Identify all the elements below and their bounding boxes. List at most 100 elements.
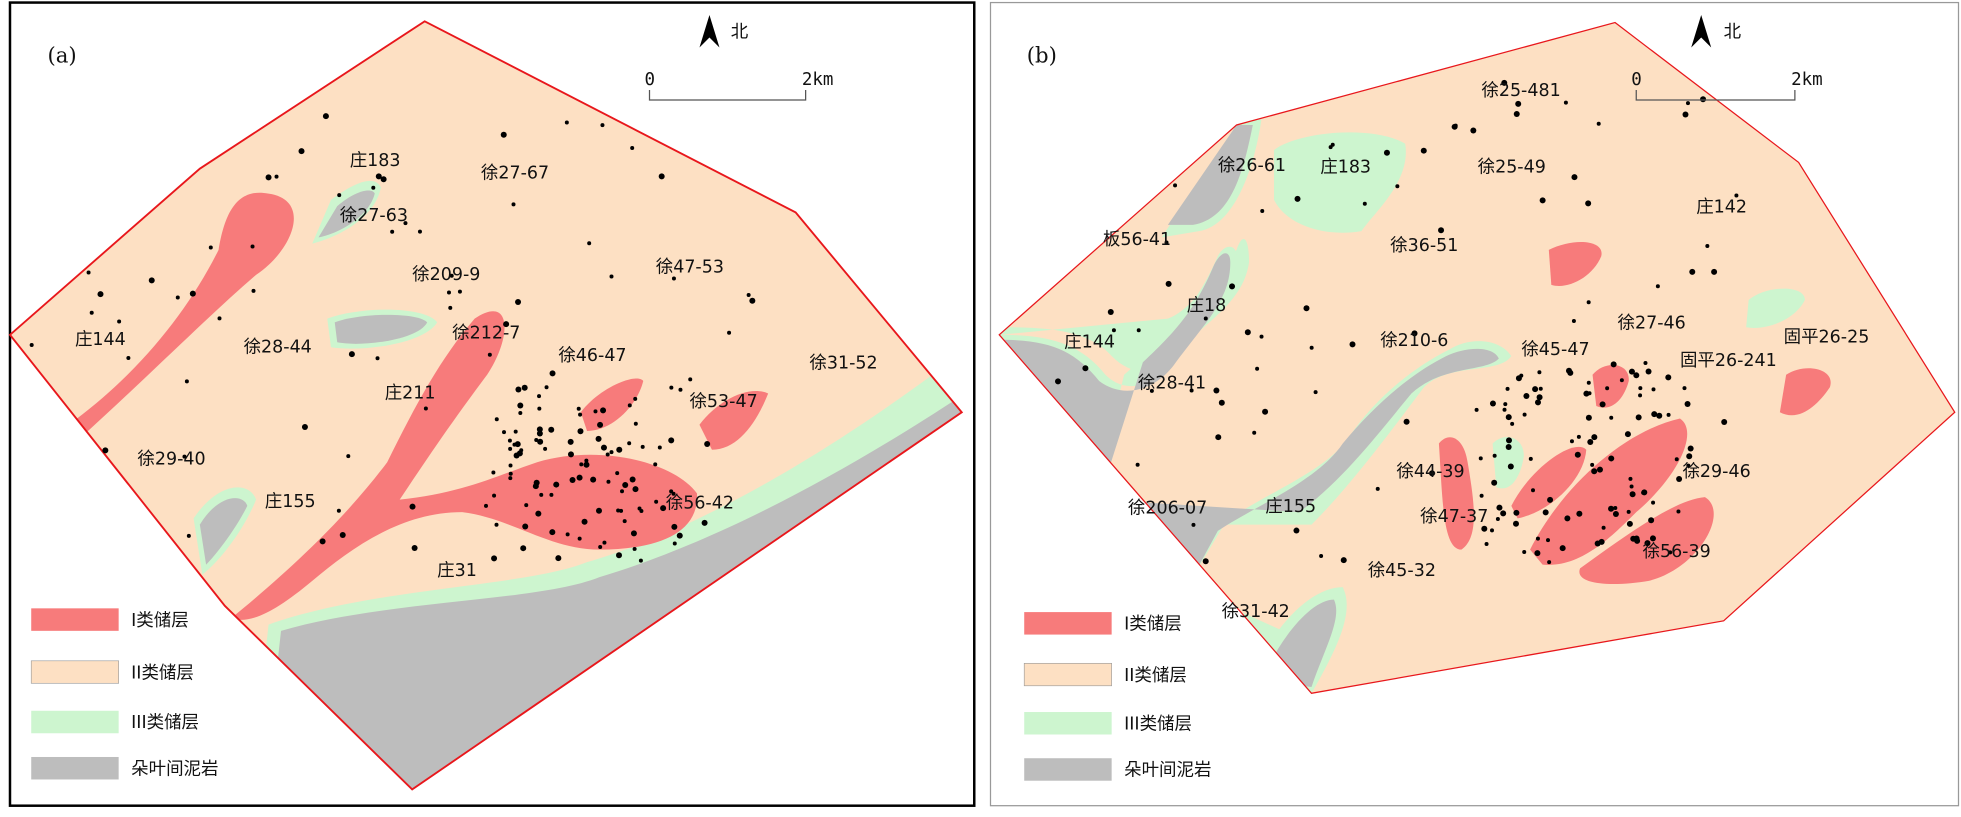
class1-body bbox=[68, 192, 294, 438]
study-area-boundary bbox=[8, 20, 964, 791]
well-dot bbox=[657, 445, 662, 450]
well-label: 庄155 bbox=[265, 492, 316, 512]
well-dot bbox=[1451, 123, 1458, 130]
well-dot bbox=[1490, 528, 1495, 533]
well-dot bbox=[1505, 444, 1512, 451]
well-label: 庄183 bbox=[1320, 157, 1371, 177]
well-dot bbox=[1082, 365, 1089, 372]
well-dot bbox=[1612, 511, 1619, 518]
well-dot bbox=[1587, 438, 1594, 445]
well-dot bbox=[1571, 319, 1576, 324]
well-dot bbox=[503, 321, 510, 328]
well-dot bbox=[532, 483, 539, 490]
well-dot bbox=[1496, 504, 1503, 511]
well-dot bbox=[1362, 201, 1367, 206]
well-dot bbox=[1309, 345, 1314, 350]
well-dot bbox=[1596, 466, 1603, 473]
well-dot bbox=[1478, 456, 1483, 461]
well-dot bbox=[1319, 553, 1324, 558]
well-label: 徐27-63 bbox=[340, 206, 408, 226]
well-dot bbox=[1700, 96, 1707, 103]
well-dot bbox=[1674, 457, 1679, 462]
well-dot bbox=[518, 410, 523, 415]
well-dot bbox=[1189, 388, 1194, 393]
well-dot bbox=[514, 441, 521, 448]
well-dot bbox=[1513, 110, 1520, 117]
legend-swatch-class3 bbox=[1024, 712, 1112, 735]
well-dot bbox=[1651, 411, 1658, 418]
well-dot bbox=[688, 377, 693, 382]
well-dot bbox=[1202, 558, 1209, 565]
well-dot bbox=[627, 441, 632, 446]
well-dot bbox=[1655, 284, 1660, 289]
well-dot bbox=[1682, 111, 1689, 118]
well-dot bbox=[619, 508, 624, 513]
well-dot bbox=[1574, 451, 1581, 458]
well-dot bbox=[1591, 468, 1598, 475]
well-label: 徐27-67 bbox=[481, 164, 549, 184]
well-dot bbox=[1489, 400, 1496, 407]
well-label: 徐44-39 bbox=[1396, 462, 1464, 482]
well-dot bbox=[348, 351, 355, 358]
well-dot bbox=[1559, 545, 1566, 552]
well-dot bbox=[1259, 334, 1264, 339]
well-dot bbox=[676, 532, 683, 539]
well-label: 庄183 bbox=[350, 151, 401, 171]
scale-zero: 0 bbox=[1631, 70, 1642, 90]
well-dot bbox=[1547, 496, 1554, 503]
well-dot bbox=[1586, 300, 1591, 305]
well-dot bbox=[704, 441, 711, 448]
well-dot bbox=[555, 555, 562, 562]
well-dot bbox=[1689, 268, 1696, 275]
well-dot bbox=[669, 385, 674, 390]
well-dot bbox=[1564, 515, 1571, 522]
scale-line bbox=[648, 89, 807, 101]
well-dot bbox=[487, 352, 492, 357]
well-dot bbox=[1686, 463, 1691, 468]
well-dot bbox=[537, 438, 544, 445]
well-dot bbox=[508, 471, 513, 476]
well-dot bbox=[605, 452, 610, 457]
well-dot bbox=[1262, 408, 1269, 415]
well-dot bbox=[117, 319, 122, 324]
well-dot bbox=[336, 508, 341, 513]
well-dot bbox=[380, 176, 387, 183]
well-dot bbox=[595, 435, 602, 442]
well-dot bbox=[375, 173, 382, 180]
well-dot bbox=[1492, 453, 1497, 458]
well-dot bbox=[411, 544, 418, 551]
well-dot bbox=[322, 113, 329, 120]
well-dot bbox=[553, 481, 560, 488]
well-label: 徐26-61 bbox=[1218, 156, 1286, 176]
well-label: 徐25-49 bbox=[1478, 157, 1546, 177]
well-dot bbox=[578, 412, 583, 417]
well-dot bbox=[653, 462, 658, 467]
well-label: 板56-41 bbox=[1103, 230, 1171, 250]
legend-label: III类储层 bbox=[1124, 715, 1192, 735]
well-dot bbox=[1470, 127, 1477, 134]
well-label: 徐209-9 bbox=[412, 265, 480, 285]
well-dot bbox=[102, 447, 109, 454]
well-dot bbox=[1643, 361, 1648, 366]
well-dot bbox=[598, 545, 603, 550]
well-dot bbox=[1173, 183, 1178, 188]
well-dot bbox=[577, 428, 584, 435]
well-dot bbox=[1411, 330, 1418, 337]
well-dot bbox=[535, 510, 542, 517]
well-dot bbox=[1536, 394, 1543, 401]
well-dot bbox=[1563, 100, 1568, 105]
mudstone-patch bbox=[318, 190, 375, 238]
well-dot bbox=[749, 297, 756, 304]
well-dot bbox=[448, 305, 453, 310]
class1-body bbox=[1511, 446, 1587, 519]
class1-body bbox=[1592, 365, 1629, 408]
well-dot bbox=[1506, 437, 1512, 444]
well-dot bbox=[1503, 402, 1508, 407]
well-dot bbox=[517, 402, 524, 409]
legend-swatch-class2 bbox=[1023, 662, 1112, 687]
wells-b bbox=[1055, 79, 1739, 565]
well-dot bbox=[182, 454, 187, 459]
class3-patch bbox=[1492, 436, 1524, 489]
well-dot bbox=[1624, 431, 1631, 438]
well-label: 徐29-46 bbox=[1682, 462, 1750, 482]
